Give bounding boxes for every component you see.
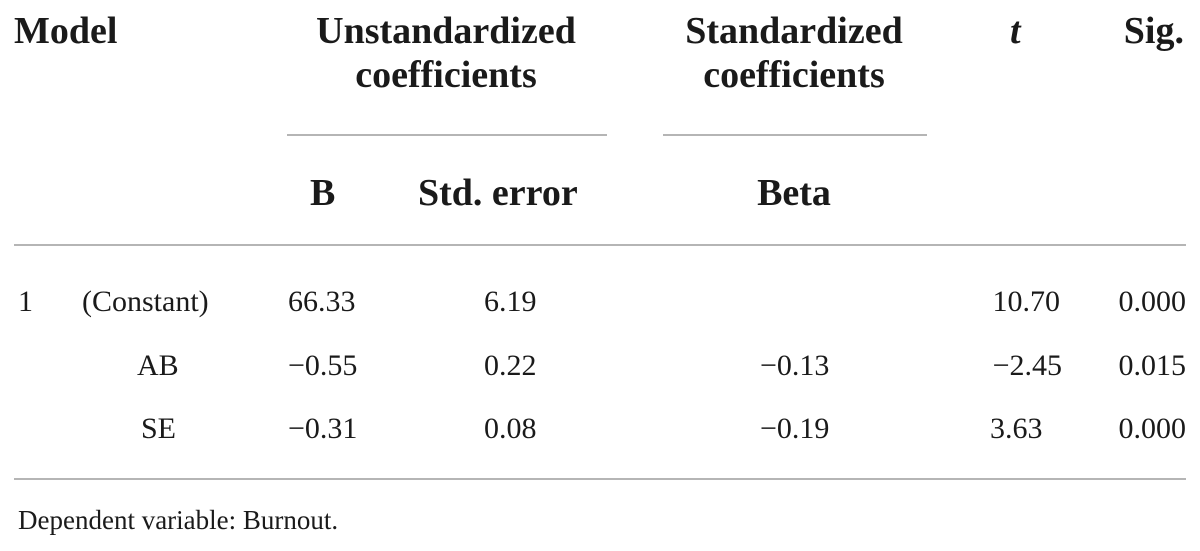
cell-beta: −0.19 <box>760 412 830 445</box>
cell-t: 3.63 <box>990 412 1043 445</box>
header-beta: Beta <box>757 172 831 214</box>
cell-predictor: (Constant) <box>82 285 209 318</box>
cell-std-error: 6.19 <box>484 285 537 318</box>
cell-beta: −0.13 <box>760 349 830 382</box>
cell-predictor: AB <box>137 349 179 382</box>
table-bottom-rule <box>14 478 1186 480</box>
header-unstandardized-line1: Unstandardized <box>316 10 576 52</box>
header-model: Model <box>14 10 118 52</box>
cell-sig: 0.000 <box>1118 285 1187 318</box>
cell-t: −2.45 <box>992 349 1062 382</box>
cell-std-error: 0.22 <box>484 349 537 382</box>
header-std-error: Std. error <box>418 172 578 214</box>
cell-sig: 0.015 <box>1118 349 1187 382</box>
header-bottom-rule <box>14 244 1186 246</box>
unstandardized-group-rule <box>287 134 607 136</box>
cell-t: 10.70 <box>992 285 1061 318</box>
header-standardized-line1: Standardized <box>685 10 903 52</box>
header-b: B <box>310 172 336 214</box>
cell-b: −0.31 <box>288 412 358 445</box>
cell-std-error: 0.08 <box>484 412 537 445</box>
table-footnote: Dependent variable: Burnout. <box>18 505 339 535</box>
cell-predictor: SE <box>141 412 177 445</box>
cell-b: −0.55 <box>288 349 358 382</box>
header-unstandardized-line2: coefficients <box>355 54 537 96</box>
cell-sig: 0.000 <box>1118 412 1187 445</box>
header-sig: Sig. <box>1123 10 1184 52</box>
header-t: t <box>1010 10 1021 52</box>
standardized-group-rule <box>663 134 927 136</box>
header-standardized-line2: coefficients <box>703 54 885 96</box>
cell-b: 66.33 <box>288 285 356 318</box>
cell-model: 1 <box>18 285 33 318</box>
